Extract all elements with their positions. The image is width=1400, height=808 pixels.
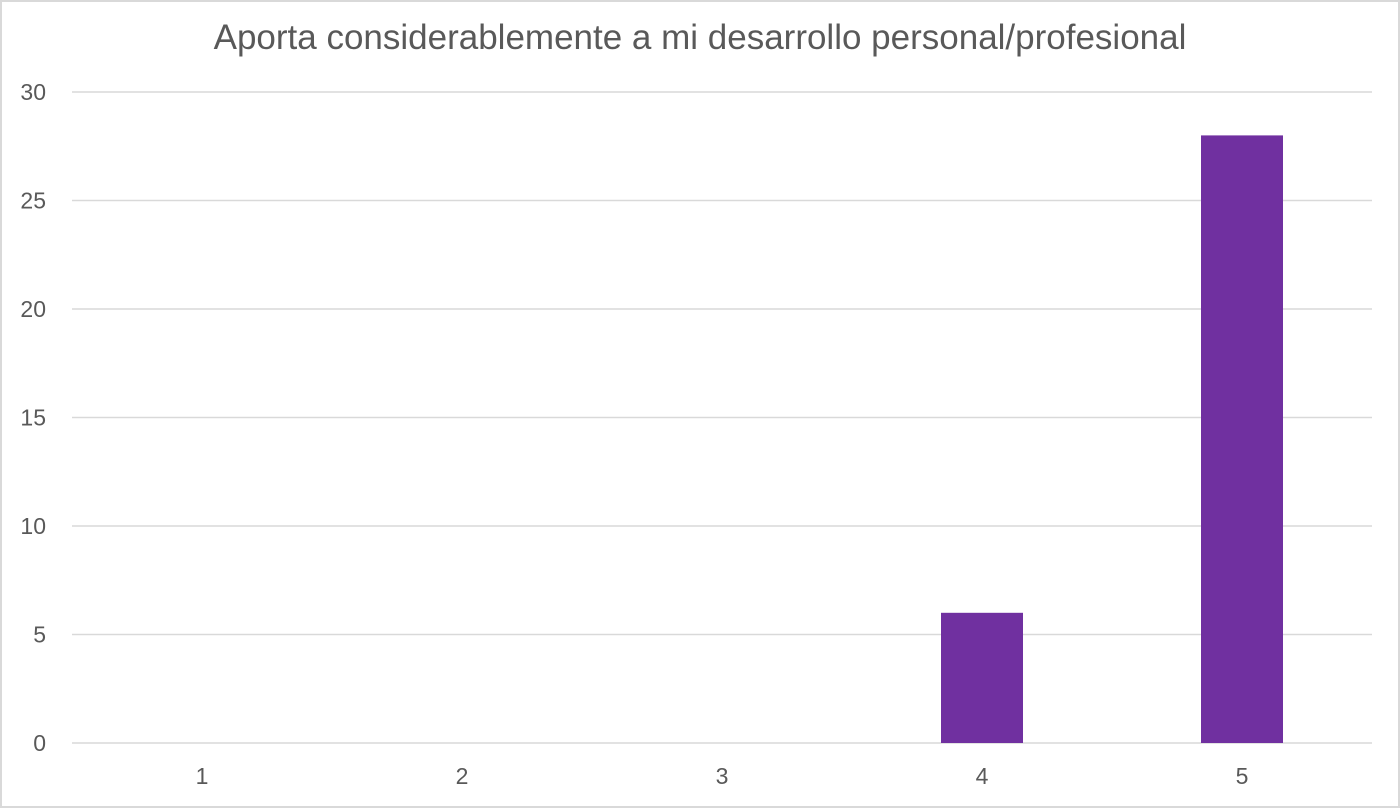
y-tick-label: 25 [20,188,46,214]
bar [1201,135,1283,743]
x-tick-label: 2 [456,763,469,789]
y-tick-label: 20 [20,296,46,322]
chart-title: Aporta considerablemente a mi desarrollo… [213,18,1187,57]
y-tick-label: 15 [20,405,46,431]
bars [941,135,1283,743]
bar [941,612,1023,743]
y-tick-label: 10 [20,513,46,539]
x-tick-label: 3 [716,763,729,789]
x-tick-label: 4 [976,763,989,789]
x-axis-ticks: 1 2 3 4 5 [196,763,1249,789]
y-tick-label: 0 [33,730,46,756]
y-tick-label: 5 [33,622,46,648]
x-tick-label: 5 [1236,763,1249,789]
y-tick-label: 30 [20,79,46,105]
y-axis-ticks: 0 5 10 15 20 25 30 [20,79,46,756]
x-tick-label: 1 [196,763,209,789]
gridlines [72,91,1372,744]
